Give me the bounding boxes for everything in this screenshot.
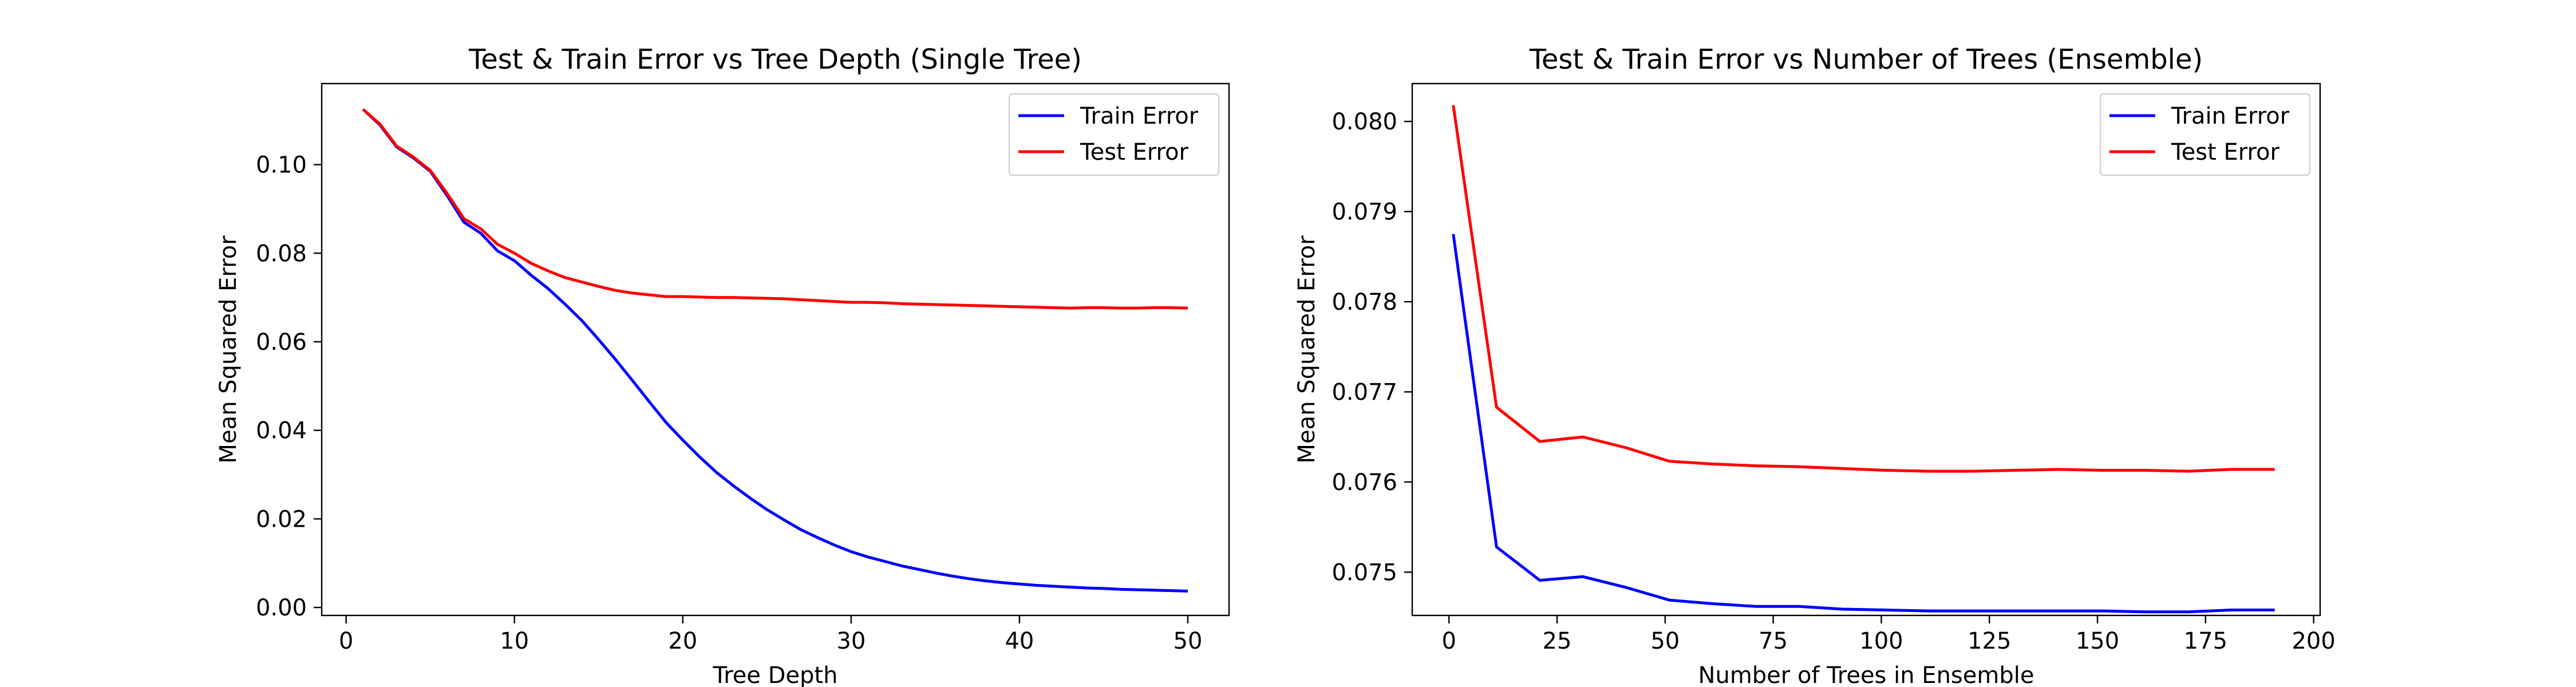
series-line-test-error	[362, 108, 1188, 310]
legend: Train Error Test Error	[1008, 93, 1220, 176]
y-axis-label: Mean Squared Error	[1294, 235, 1320, 464]
x-tick-label: 40	[1005, 628, 1034, 654]
y-tick-label: 0.079	[1332, 199, 1397, 226]
legend-entry-label: Train Error	[1080, 103, 1199, 129]
y-axis-label: Mean Squared Error	[215, 235, 242, 464]
x-tick-label: 10	[500, 628, 529, 654]
legend: Train Error Test Error	[2099, 93, 2311, 176]
y-tick-label: 0.080	[1332, 109, 1397, 135]
legend-entry-label: Test Error	[1080, 139, 1189, 165]
y-tick-label: 0.04	[256, 418, 307, 444]
legend-entry-label: Train Error	[2171, 103, 2290, 129]
x-tick-label: 75	[1759, 628, 1788, 654]
x-axis-label: Number of Trees in Ensemble	[1698, 662, 2034, 687]
y-tick-label: 0.00	[256, 595, 307, 621]
series-line-train-error	[362, 108, 1188, 593]
x-tick-label: 150	[2076, 628, 2119, 654]
plot-frame	[321, 82, 1230, 617]
y-tick-label: 0.076	[1332, 469, 1397, 496]
y-tick-label: 0.077	[1332, 380, 1397, 406]
series-line-test-error	[1452, 105, 2275, 473]
chart-depth: 0 10 20 30 40 50 0.00 0.02 0.04 0.06 0.08 0.10 Test …	[215, 44, 1230, 687]
x-tick-label: 0	[339, 628, 353, 654]
chart-title: Test & Train Error vs Number of Trees (E…	[1529, 44, 2203, 76]
x-tick-label: 200	[2291, 628, 2335, 654]
chart-ensemble: 0 25 50 75 100 125 150 175 200 0.075 0.076 0.077 0.0…	[1294, 44, 2336, 687]
x-tick-label: 125	[1967, 628, 2011, 654]
chart-title: Test & Train Error vs Tree Depth (Single…	[468, 44, 1082, 76]
x-tick-label: 20	[668, 628, 697, 654]
x-tick-label: 30	[836, 628, 866, 654]
x-tick-label: 25	[1543, 628, 1572, 654]
x-tick-label: 175	[2184, 628, 2227, 654]
y-tick-label: 0.06	[256, 329, 307, 356]
y-tick-label: 0.08	[256, 240, 307, 267]
legend-entry-label: Test Error	[2171, 139, 2280, 165]
series-line-train-error	[1452, 234, 2275, 614]
y-tick-label: 0.02	[256, 506, 307, 532]
plot-frame	[1411, 82, 2321, 617]
x-tick-label: 100	[1859, 628, 1903, 654]
x-tick-label: 0	[1441, 628, 1456, 654]
y-tick-label: 0.075	[1332, 559, 1397, 586]
x-axis-label: Tree Depth	[713, 662, 838, 687]
x-tick-label: 50	[1174, 628, 1203, 654]
y-tick-label: 0.078	[1332, 289, 1397, 315]
y-tick-label: 0.10	[256, 152, 307, 179]
x-tick-label: 50	[1650, 628, 1680, 654]
